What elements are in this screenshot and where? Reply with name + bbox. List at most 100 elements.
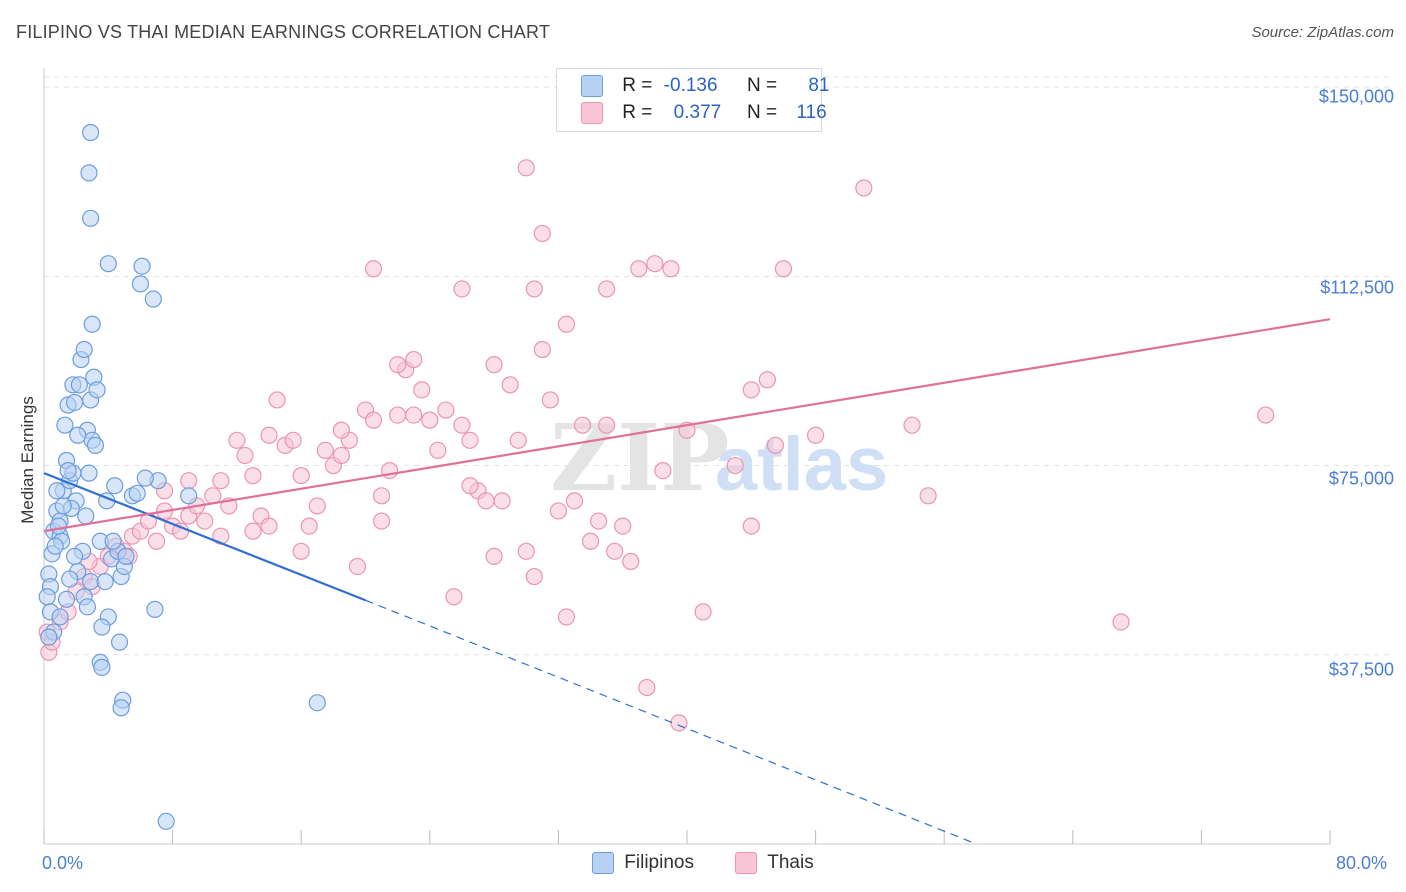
r-label: R =	[622, 102, 653, 124]
thais-point	[405, 350, 423, 369]
correlation-legend: R = -0.136 N = 81 R = 0.377 N = 116	[556, 68, 829, 132]
thais-point	[541, 391, 559, 409]
filipinos-trend-extension	[365, 599, 977, 845]
thais-point	[774, 260, 793, 278]
thais-point	[284, 431, 302, 449]
filipinos-point	[112, 699, 130, 717]
legend-item-filipinos[interactable]: Filipinos	[592, 852, 694, 874]
watermark-atlas: atlas	[715, 422, 888, 507]
filipinos-point	[117, 547, 135, 565]
thais-point	[694, 603, 712, 621]
thais-point	[1112, 613, 1130, 631]
n-value: 81	[808, 75, 830, 97]
thais-swatch	[735, 852, 758, 874]
thais-point	[292, 542, 310, 560]
filipinos-point	[77, 507, 95, 525]
filipinos-point	[128, 484, 146, 502]
thais-point	[589, 512, 608, 530]
thais-point	[421, 411, 439, 429]
thais-point	[646, 255, 664, 273]
thais-point	[405, 406, 423, 424]
thais-point	[742, 517, 760, 535]
thais-point	[493, 492, 511, 510]
r-value: -0.136	[663, 75, 718, 97]
thais-point	[445, 588, 463, 606]
legend-row-thais: R = 0.377 N = 116	[581, 102, 827, 126]
thais-point	[598, 416, 616, 434]
thais-point	[622, 552, 640, 571]
thais-point	[308, 497, 326, 515]
thais-point	[244, 522, 262, 540]
thais-point	[180, 472, 198, 490]
thais-point	[557, 315, 576, 333]
filipinos-point	[136, 469, 154, 487]
thais-point	[533, 340, 551, 359]
filipinos-point	[48, 482, 66, 500]
filipinos-point	[69, 426, 87, 444]
filipinos-point	[93, 658, 111, 676]
thais-point	[766, 436, 785, 454]
y-tick-label: $150,000	[1318, 86, 1394, 107]
thais-point	[742, 381, 760, 399]
filipinos-swatch	[592, 852, 615, 874]
filipinos-point	[80, 164, 98, 182]
legend-row-filipinos: R = -0.136 N = 81	[581, 75, 829, 99]
filipinos-point	[146, 600, 164, 618]
chart-title: FILIPINO VS THAI MEDIAN EARNINGS CORRELA…	[16, 22, 551, 42]
filipinos-swatch	[581, 75, 603, 97]
filipinos-point	[88, 381, 106, 399]
thais-point	[919, 487, 937, 505]
filipinos-trend-line	[43, 472, 366, 602]
filipinos-point	[144, 290, 162, 308]
n-value: 116	[796, 102, 827, 124]
thais-point	[533, 224, 551, 243]
filipinos-point	[106, 477, 124, 495]
x-tick-label-max: 80.0%	[1336, 853, 1388, 873]
thais-point	[413, 381, 431, 399]
thais-point	[332, 446, 350, 465]
thais-point	[565, 492, 584, 510]
filipinos-point	[51, 608, 69, 626]
filipinos-point	[93, 618, 111, 636]
legend-item-thais[interactable]: Thais	[735, 852, 814, 874]
filipinos-point	[110, 633, 129, 651]
thais-point	[525, 280, 543, 298]
thais-point	[268, 391, 286, 409]
filipinos-point	[133, 257, 151, 275]
r-label: R =	[622, 75, 653, 97]
r-value: 0.377	[673, 102, 722, 124]
filipinos-point	[54, 497, 72, 515]
thais-point	[364, 411, 383, 429]
thais-point	[389, 406, 407, 424]
thais-point	[638, 678, 656, 697]
series-legend: Filipinos Thais	[0, 852, 1406, 880]
filipinos-point	[180, 487, 198, 505]
thais-point	[364, 260, 383, 278]
y-tick-label: $37,500	[1328, 659, 1394, 680]
thais-point	[389, 356, 407, 374]
thais-trend-line	[43, 318, 1331, 533]
thais-point	[606, 542, 624, 560]
filipinos-point	[78, 598, 97, 616]
thais-point	[581, 532, 600, 550]
thais-point	[244, 467, 262, 485]
thais-point	[372, 487, 391, 505]
thais-point	[654, 461, 672, 480]
thais-point	[517, 542, 535, 560]
y-tick-label: $75,000	[1328, 468, 1394, 489]
thais-point	[228, 431, 246, 449]
y-tick-label: $112,500	[1320, 277, 1394, 298]
filipinos-point	[75, 340, 93, 359]
thais-point	[726, 456, 744, 475]
thais-point	[236, 446, 254, 465]
thais-point	[806, 426, 825, 444]
thais-point	[453, 416, 471, 434]
thais-point	[453, 280, 471, 298]
filipinos-point	[99, 255, 117, 273]
thais-points	[38, 159, 1275, 732]
thais-point	[348, 557, 367, 576]
x-tick-label-min: 0.0%	[42, 853, 84, 873]
thais-point	[461, 431, 479, 449]
legend-label-thais: Thais	[767, 852, 814, 873]
